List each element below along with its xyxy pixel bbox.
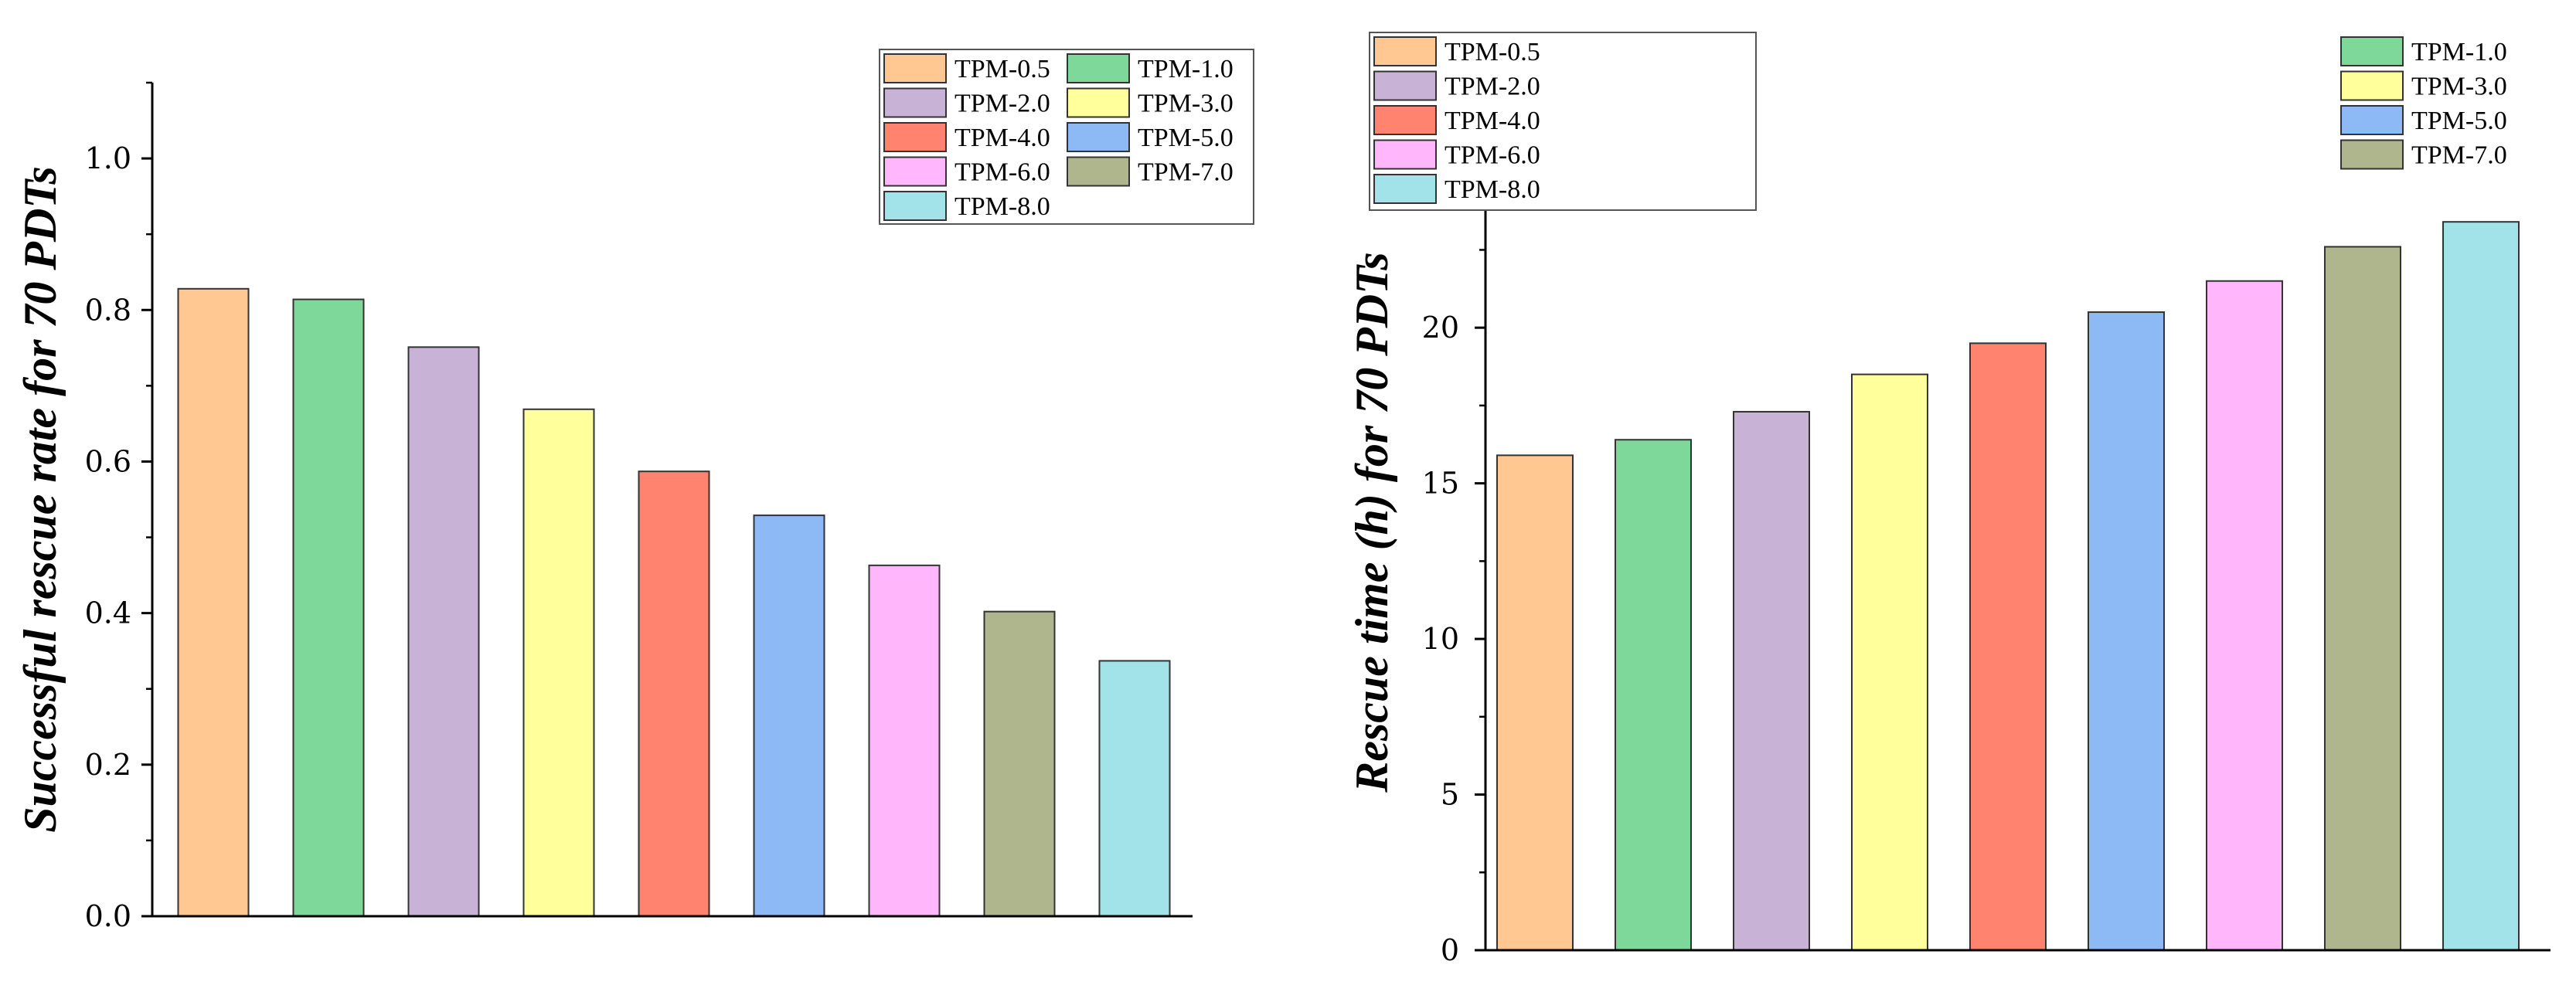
legend-label: TPM-6.0 <box>955 158 1050 187</box>
legend-label: TPM-6.0 <box>1445 141 1540 170</box>
legend-label: TPM-0.5 <box>1445 38 1540 66</box>
y-tick-label: 0.0 <box>85 899 131 933</box>
legend-swatch <box>1067 122 1130 152</box>
y-axis-title: Rescue time (h) for 70 PDTs <box>1346 252 1397 793</box>
bar-tpm-0-5 <box>1496 454 1574 951</box>
bar-tpm-6-0 <box>868 564 941 918</box>
y-tick-label: 0.6 <box>85 444 131 478</box>
legend-swatch <box>2340 105 2404 135</box>
legend: TPM-0.5 TPM-1.0 TPM-2.0 TPM-3.0 TPM-4.0 TPM-5… <box>1369 32 2507 211</box>
legend-item: TPM-1.0 <box>1067 53 1234 83</box>
legend-item: TPM-3.0 <box>1067 87 1234 118</box>
legend-label: TPM-0.5 <box>955 55 1050 83</box>
y-tick-label: 15 <box>1422 467 1459 501</box>
bar-tpm-1-0 <box>1615 439 1692 951</box>
y-tick-label: 0 <box>1441 933 1459 967</box>
legend-label: TPM-5.0 <box>2411 107 2507 135</box>
legend-swatch <box>1067 53 1130 83</box>
legend-label: TPM-7.0 <box>1138 158 1234 187</box>
bar-tpm-3-0 <box>522 408 595 917</box>
legend-item: TPM-4.0 <box>883 122 1050 152</box>
y-tick-label: 0.4 <box>85 596 131 630</box>
legend-label: TPM-7.0 <box>2411 141 2507 170</box>
legend-item: TPM-2.0 <box>1373 70 1540 101</box>
legend-swatch <box>1373 139 1437 170</box>
legend-swatch <box>1373 105 1437 135</box>
bar-tpm-4-0 <box>1969 342 2047 951</box>
legend-item: TPM-0.5 <box>883 53 1050 83</box>
bar-tpm-5-0 <box>753 514 825 917</box>
legend-swatch <box>883 87 947 118</box>
bar-tpm-8-0 <box>2442 221 2520 951</box>
y-tick-label: 1.0 <box>85 141 131 175</box>
legend-label: TPM-1.0 <box>1138 55 1234 83</box>
chart-success-rate: 0.0 0.2 0.4 0.6 0.8 1.0 Successful rescue rate… <box>15 49 1254 933</box>
legend-label: TPM-2.0 <box>955 90 1050 118</box>
legend-label: TPM-2.0 <box>1445 73 1540 101</box>
bar-tpm-0-5 <box>177 287 250 918</box>
legend-item: TPM-4.0 <box>1373 105 1540 135</box>
legend-swatch <box>883 156 947 187</box>
legend-item: TPM-0.5 <box>1373 36 1540 66</box>
chart-rescue-time: 0510152025Rescue time (h) for 70 PDTsTPM… <box>1346 32 2550 967</box>
legend-swatch <box>2340 70 2404 101</box>
bar-tpm-1-0 <box>292 298 365 918</box>
y-tick-label: 20 <box>1422 311 1459 345</box>
bar-tpm-2-0 <box>1733 410 1810 951</box>
bar-tpm-5-0 <box>2088 311 2165 951</box>
legend-swatch <box>883 53 947 83</box>
bar-tpm-8-0 <box>1098 660 1171 918</box>
legend-item: TPM-6.0 <box>883 156 1050 187</box>
legend-swatch <box>1373 174 1437 204</box>
legend-swatch <box>1067 87 1130 118</box>
legend-label: TPM-5.0 <box>1138 124 1234 152</box>
legend-swatch <box>1373 70 1437 101</box>
bar-tpm-7-0 <box>2324 246 2401 951</box>
legend-swatch <box>1373 36 1437 66</box>
legend-swatch <box>883 122 947 152</box>
bar-tpm-6-0 <box>2206 280 2283 951</box>
legend-swatch <box>883 191 947 221</box>
legend-item: TPM-5.0 <box>1067 122 1234 152</box>
legend: TPM-0.5 TPM-1.0 TPM-2.0 TPM-3.0 TPM-4.0 TPM-5… <box>879 49 1254 225</box>
legend-item: TPM-7.0 <box>1067 156 1234 187</box>
legend-label: TPM-3.0 <box>2411 73 2507 101</box>
bar-tpm-3-0 <box>1851 373 1928 952</box>
y-tick-label: 5 <box>1441 778 1459 812</box>
y-axis-title: Successful rescue rate for 70 PDTs <box>15 166 66 833</box>
legend-item: TPM-2.0 <box>883 87 1050 118</box>
legend-label: TPM-3.0 <box>1138 90 1234 118</box>
legend-item: TPM-6.0 <box>1373 139 1540 170</box>
legend-swatch <box>2340 139 2404 170</box>
y-tick-label: 0.8 <box>85 293 131 327</box>
legend-item: TPM-3.0 <box>2340 70 2507 101</box>
legend-swatch <box>1067 156 1130 187</box>
legend-label: TPM-1.0 <box>2411 38 2507 66</box>
legend-label: TPM-8.0 <box>955 192 1050 221</box>
y-tick-label: 0.2 <box>85 748 131 782</box>
legend-item: TPM-1.0 <box>2340 36 2507 66</box>
legend-label: TPM-4.0 <box>1445 107 1540 135</box>
legend-swatch <box>2340 36 2404 66</box>
legend-item: TPM-8.0 <box>1373 174 1540 204</box>
bar-tpm-7-0 <box>983 610 1056 917</box>
y-tick-label: 10 <box>1422 622 1459 656</box>
bar-tpm-2-0 <box>407 346 480 917</box>
legend-label: TPM-4.0 <box>955 124 1050 152</box>
legend-label: TPM-8.0 <box>1445 175 1540 204</box>
legend-item: TPM-8.0 <box>883 191 1050 221</box>
legend-item: TPM-5.0 <box>2340 105 2507 135</box>
bar-tpm-4-0 <box>638 470 710 917</box>
legend-item: TPM-7.0 <box>2340 139 2507 170</box>
